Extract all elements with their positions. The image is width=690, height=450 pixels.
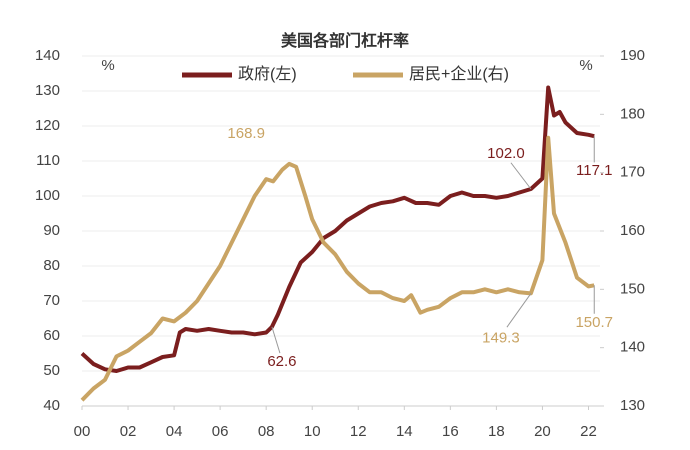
annotation-leader [510, 162, 532, 190]
y-tick-label: 100 [35, 187, 60, 204]
y-tick-label: 90 [43, 222, 60, 239]
annotation-label: 149.3 [482, 329, 520, 346]
x-tick-label: 08 [258, 423, 275, 440]
annotation-leader [506, 293, 532, 328]
series-line [80, 135, 595, 402]
legend-label: 政府(左) [238, 65, 297, 83]
x-tick-label: 06 [212, 423, 229, 440]
x-tick-label: 16 [442, 423, 459, 440]
annotation-label: 168.9 [227, 125, 265, 142]
annotation-leader [271, 326, 281, 354]
legend-label: 居民+企业(右) [409, 65, 509, 83]
y-tick-label: 60 [43, 327, 60, 344]
x-tick-label: 12 [350, 423, 367, 440]
y-tick-label: 80 [43, 257, 60, 274]
y-tick-label: 110 [36, 152, 60, 169]
y2-tick-label: 160 [620, 222, 645, 239]
x-tick-label: 18 [488, 423, 505, 440]
y2-tick-label: 190 [620, 47, 645, 64]
y2-tick-label: 150 [620, 280, 645, 297]
x-tick-label: 20 [534, 423, 551, 440]
y-tick-label: 40 [43, 397, 60, 414]
chart-title: 美国各部门杠杆率 [281, 31, 409, 50]
y2-tick-label: 170 [620, 164, 645, 181]
y2-tick-label: 140 [620, 339, 645, 356]
y-tick-label: 70 [43, 292, 60, 309]
y-tick-label: 50 [43, 362, 60, 379]
y2-tick-label: 180 [620, 105, 645, 122]
series-line [80, 85, 595, 373]
x-tick-label: 04 [166, 423, 183, 440]
y-tick-label: 140 [35, 47, 60, 64]
x-tick-label: 14 [396, 423, 413, 440]
annotation-label: 150.7 [575, 314, 613, 331]
y-tick-label: 120 [35, 117, 60, 134]
annotation-label: 102.0 [487, 145, 525, 162]
x-tick-label: 02 [120, 423, 137, 440]
y-tick-label: 130 [35, 82, 60, 99]
y2-tick-label: 130 [620, 397, 645, 414]
y2-unit: % [579, 57, 592, 74]
annotation-label: 62.6 [267, 353, 296, 370]
annotation-label: 117.1 [576, 162, 612, 179]
y-unit: % [101, 57, 114, 74]
x-tick-label: 10 [304, 423, 321, 440]
x-tick-label: 22 [580, 423, 597, 440]
x-tick-label: 00 [74, 423, 91, 440]
